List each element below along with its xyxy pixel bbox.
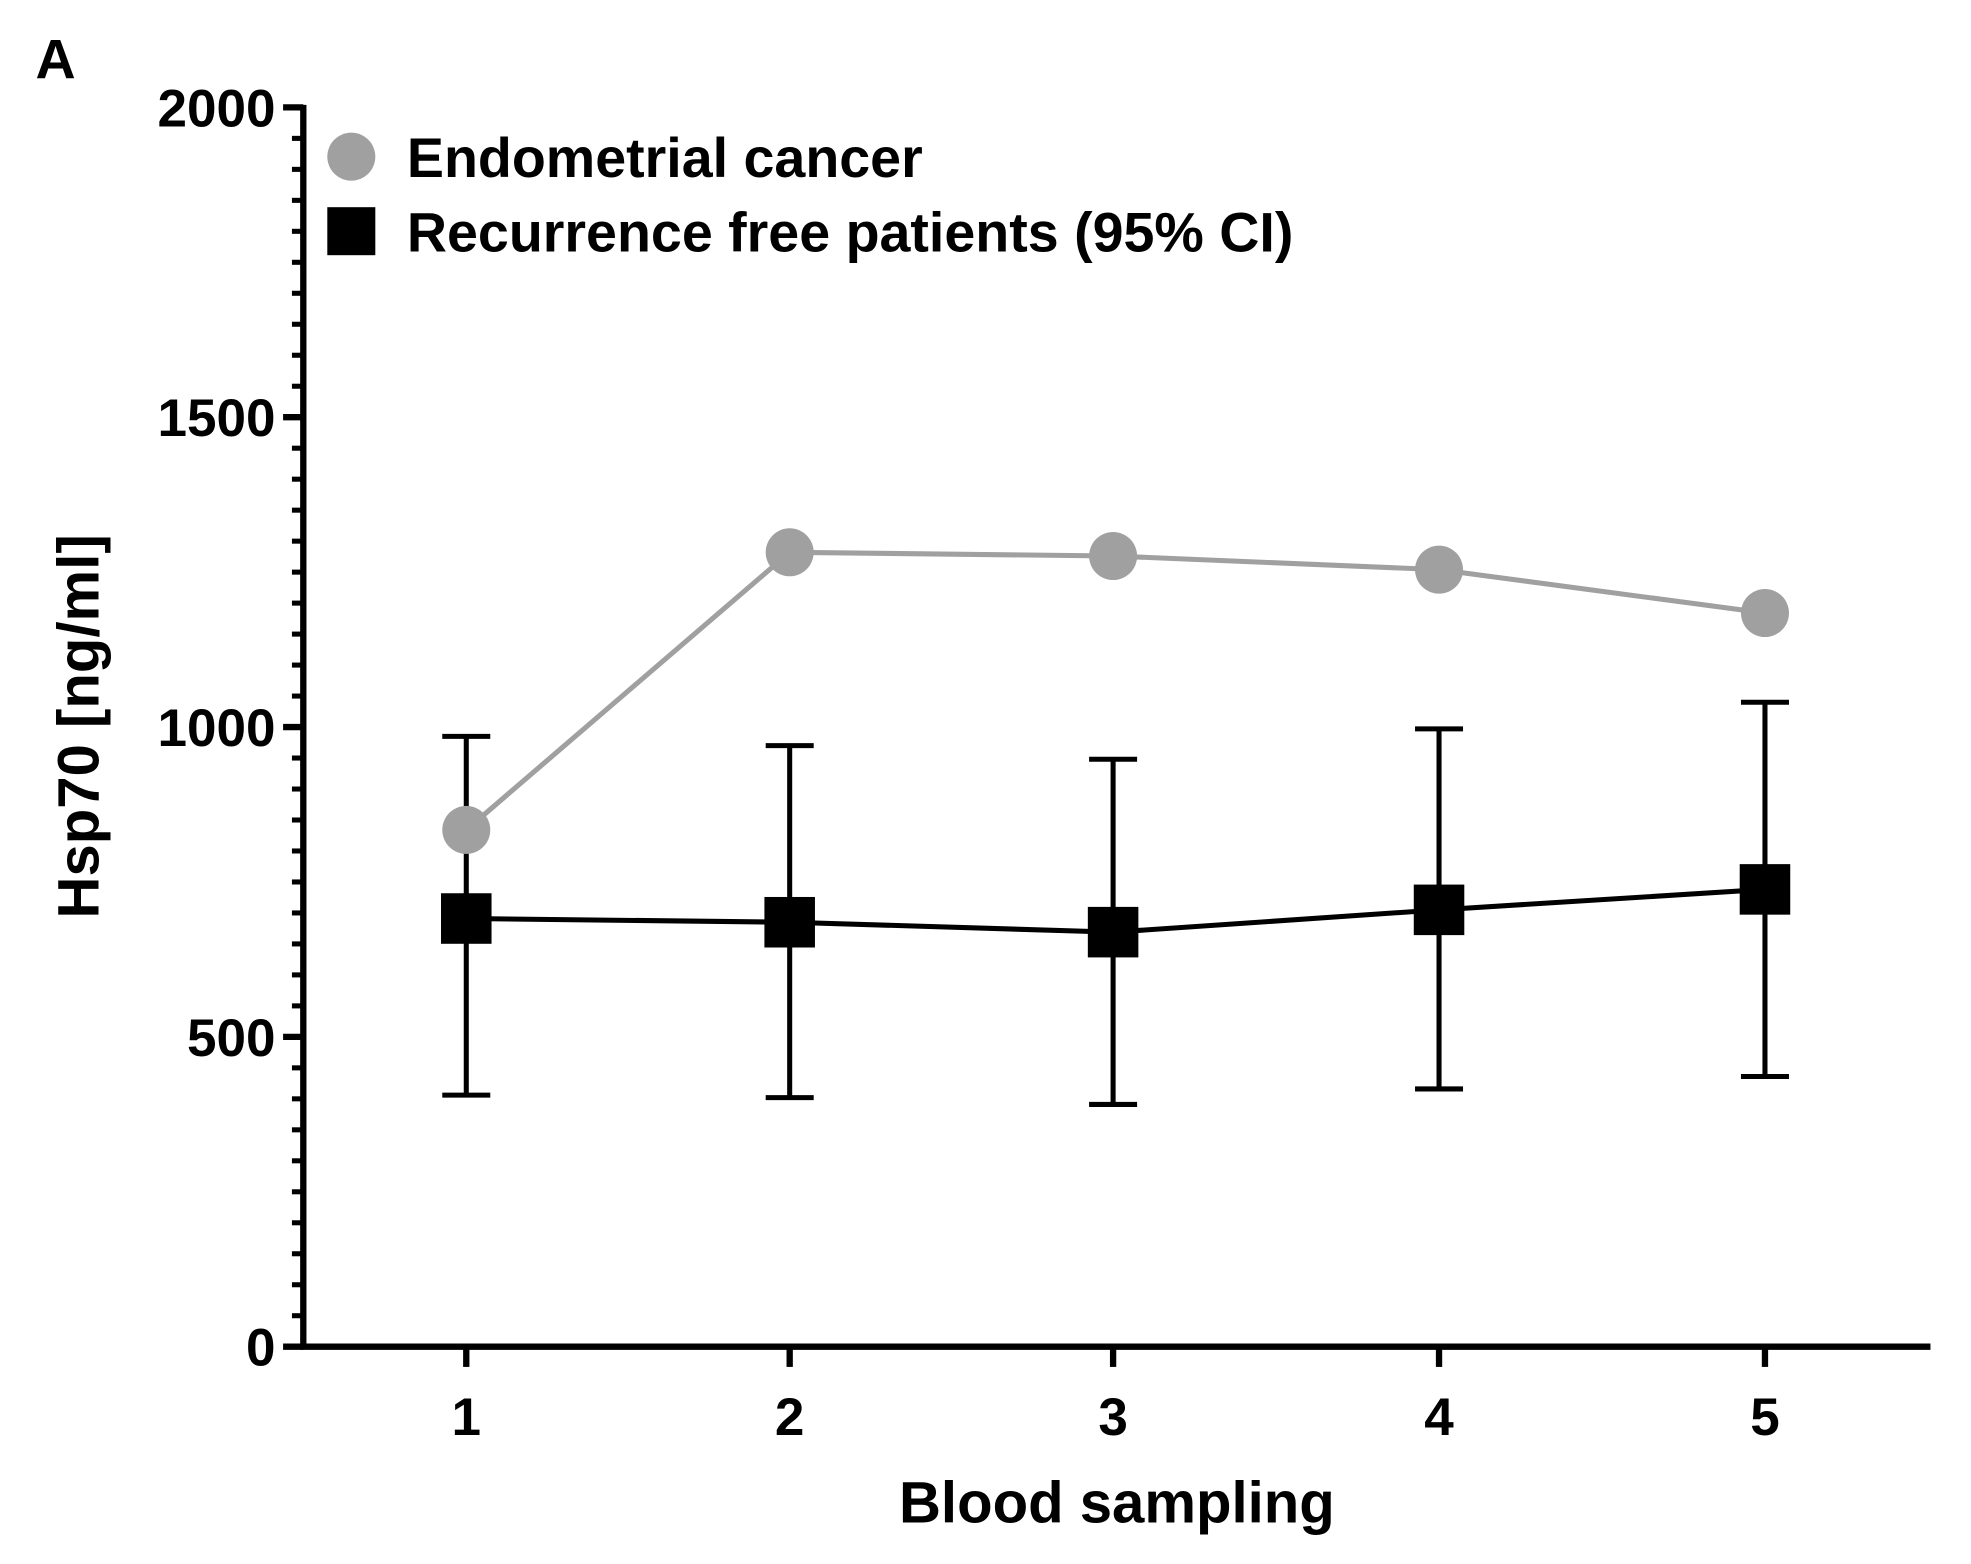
legend: Endometrial cancer Recurrence free patie… bbox=[327, 127, 1293, 263]
data-point-endometrial-cancer bbox=[1089, 532, 1138, 581]
data-point-recurrence-free bbox=[764, 896, 815, 948]
data-point-recurrence-free bbox=[1739, 864, 1791, 915]
data-marks bbox=[441, 528, 1791, 1107]
data-point-recurrence-free bbox=[1413, 884, 1465, 936]
axes bbox=[300, 104, 1931, 1350]
x-tick-label: 5 bbox=[1750, 1388, 1780, 1447]
legend-marker-endometrial-cancer bbox=[327, 132, 376, 181]
data-point-recurrence-free bbox=[441, 893, 492, 944]
x-axis-label: Blood sampling bbox=[899, 1470, 1335, 1535]
panel-label: A bbox=[35, 28, 75, 90]
y-tick-label: 500 bbox=[187, 1009, 276, 1068]
y-tick-label: 0 bbox=[246, 1319, 276, 1378]
data-point-recurrence-free bbox=[1087, 906, 1139, 958]
data-point-endometrial-cancer bbox=[1415, 545, 1464, 594]
x-ticks: 1 2 3 4 5 bbox=[452, 1346, 1780, 1447]
legend-marker-recurrence-free bbox=[327, 207, 376, 256]
x-tick-label: 3 bbox=[1098, 1388, 1128, 1447]
x-tick-label: 4 bbox=[1424, 1388, 1454, 1447]
y-tick-label: 1500 bbox=[157, 389, 275, 448]
data-point-endometrial-cancer bbox=[442, 805, 491, 854]
data-point-endometrial-cancer bbox=[765, 528, 814, 577]
y-tick-label: 1000 bbox=[157, 699, 275, 758]
legend-label-endometrial-cancer: Endometrial cancer bbox=[407, 127, 923, 189]
y-axis-label: Hsp70 [ng/ml] bbox=[47, 534, 112, 918]
x-tick-label: 1 bbox=[452, 1388, 482, 1447]
x-tick-label: 2 bbox=[775, 1388, 805, 1447]
data-point-endometrial-cancer bbox=[1740, 589, 1789, 638]
legend-label-recurrence-free: Recurrence free patients (95% CI) bbox=[407, 201, 1293, 263]
y-tick-label: 2000 bbox=[157, 79, 275, 138]
y-ticks: 0 500 1000 1500 2000 bbox=[157, 79, 304, 1378]
